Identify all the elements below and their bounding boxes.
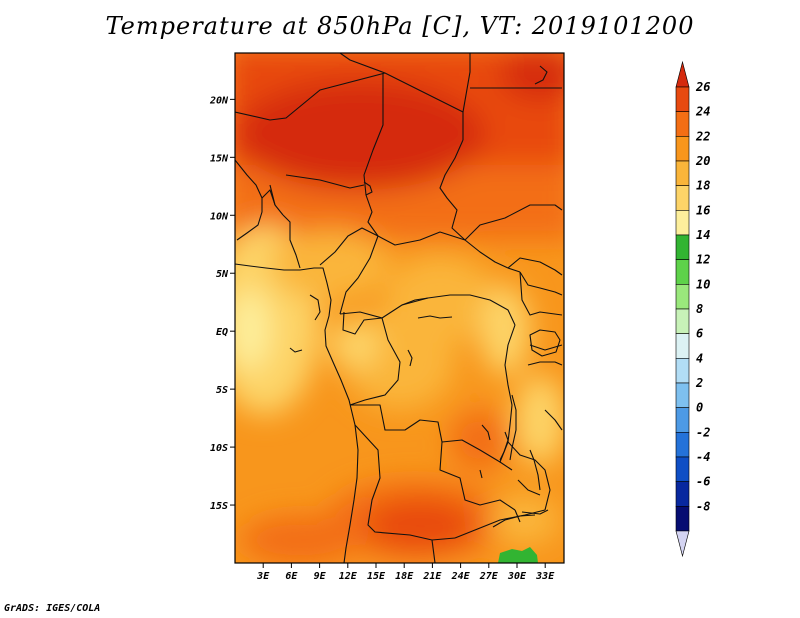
y-tick-label: 10S	[210, 443, 228, 454]
y-tick-label: 10N	[210, 211, 229, 222]
x-tick-label: 30E	[507, 571, 527, 582]
colorbar-label: 2	[695, 376, 703, 390]
colorbar-swatch	[675, 259, 690, 285]
colorbar-swatch	[675, 136, 690, 162]
map-frame	[234, 52, 565, 564]
colorbar-label: 4	[696, 351, 703, 365]
colorbar-label: 22	[695, 129, 710, 143]
x-tick-label: 15E	[367, 571, 386, 582]
x-tick-label: 33E	[535, 571, 555, 582]
colorbar-swatch	[675, 308, 690, 334]
colorbar-label: 18	[696, 179, 710, 193]
x-tick-label: 21E	[422, 571, 442, 582]
colorbar-label: -2	[696, 425, 710, 439]
colorbar-max-arrow	[675, 60, 690, 88]
colorbar-label: 0	[696, 401, 703, 415]
colorbar-swatch	[675, 382, 690, 408]
colorbar-swatch	[675, 333, 690, 359]
colorbar-swatch	[675, 456, 690, 482]
colorbar-swatch	[675, 407, 690, 433]
colorbar-swatch	[675, 358, 690, 384]
y-axis: 20N 15N 10N 5N EQ 5S 10S 15S	[209, 95, 235, 512]
y-tick-label: 5N	[216, 269, 229, 280]
temperature-field	[235, 53, 564, 563]
colorbar-label: -8	[696, 499, 710, 513]
country-borders	[235, 53, 563, 563]
colorbar-min-arrow	[675, 530, 690, 558]
colorbar-label: 12	[696, 253, 710, 267]
colorbar-swatch	[675, 284, 690, 310]
colorbar-label: 26	[695, 80, 710, 94]
y-tick-label: 5S	[216, 385, 228, 396]
colorbar-swatch	[675, 160, 690, 186]
cold-patch	[498, 547, 538, 563]
colorbar-swatch	[675, 185, 690, 211]
y-tick-label: 20N	[209, 95, 229, 106]
colorbar-label: 8	[696, 302, 703, 316]
colorbar-swatch	[675, 210, 690, 236]
x-tick-label: 18E	[395, 571, 414, 582]
colorbar-swatch	[675, 86, 690, 112]
colorbar-label: 6	[696, 327, 703, 341]
colorbar-swatch	[675, 111, 690, 137]
colorbar-label: 10	[696, 277, 710, 291]
x-tick-label: 9E	[314, 571, 327, 582]
colorbar-label: 14	[696, 228, 710, 242]
x-axis: 3E 6E 9E 12E 15E 18E 21E 24E 27E 30E 33E	[256, 563, 555, 582]
colorbar-swatch	[675, 481, 690, 507]
y-tick-label: 15N	[210, 153, 229, 164]
x-tick-label: 27E	[479, 571, 499, 582]
colorbar-label: -6	[696, 475, 710, 489]
colorbar-label: 16	[696, 203, 710, 217]
colorbar-swatch	[675, 234, 690, 260]
y-tick-label: 15S	[210, 501, 228, 512]
x-tick-label: 6E	[285, 571, 298, 582]
x-tick-label: 12E	[339, 571, 358, 582]
x-tick-label: 3E	[256, 571, 270, 582]
colorbar-label: 24	[695, 105, 710, 119]
colorbar-swatch	[675, 506, 690, 532]
x-tick-label: 24E	[451, 571, 471, 582]
colorbar-label: 20	[695, 154, 710, 168]
colorbar-swatch	[675, 432, 690, 458]
map-title: Temperature at 850hPa [C], VT: 201910120…	[105, 12, 695, 40]
colorbar-label: -4	[696, 450, 710, 464]
y-tick-label: EQ	[216, 327, 228, 338]
grads-credit: GrADS: IGES/COLA	[4, 603, 101, 614]
